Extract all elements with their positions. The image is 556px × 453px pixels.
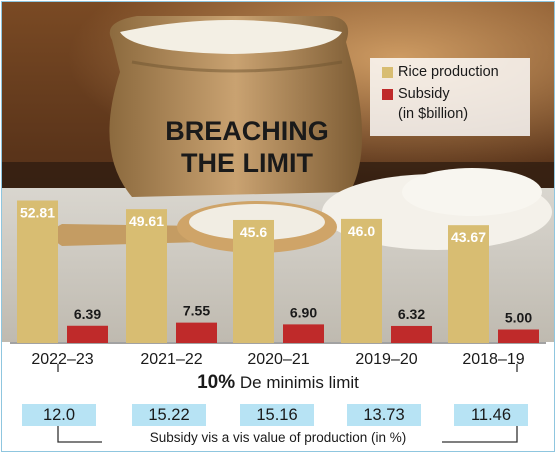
tick-label-3: 2019–20 — [355, 351, 417, 368]
bar-production-2 — [233, 219, 274, 343]
ratio-value-4: 11.46 — [454, 404, 528, 426]
de-minimis-label: 10% De minimis limit — [2, 372, 554, 394]
bar-chart: 52.81 6.39 49.61 7.55 45.6 6.90 46.0 6.32 43.67 5… — [10, 200, 546, 372]
label-production-4: 43.67 — [451, 229, 486, 245]
ratio-value-2: 15.16 — [240, 404, 314, 426]
legend-label-production: Rice production — [398, 64, 499, 80]
label-subsidy-2: 6.90 — [290, 304, 317, 320]
label-subsidy-0: 6.39 — [74, 306, 101, 322]
tick-label-1: 2021–22 — [140, 351, 202, 368]
ratio-label: Subsidy vis a vis value of production (i… — [149, 430, 407, 445]
bar-production-4 — [448, 225, 489, 343]
bar-subsidy-3 — [391, 325, 432, 343]
legend: Rice production Subsidy (in $billion) — [370, 58, 530, 136]
tick-label-4: 2018–19 — [462, 351, 524, 368]
bar-subsidy-1 — [176, 322, 217, 343]
de-minimis-bracket — [57, 364, 518, 372]
ratio-value-1: 15.22 — [132, 404, 206, 426]
tick-label-0: 2022–23 — [31, 351, 93, 368]
chart-title-line-2: THE LIMIT — [181, 148, 313, 178]
ratio-value-0: 12.0 — [22, 404, 96, 426]
bar-production-1 — [126, 209, 167, 343]
legend-swatch-subsidy — [382, 89, 393, 100]
label-production-3: 46.0 — [348, 223, 375, 239]
de-minimis-text: De minimis limit — [239, 373, 359, 392]
bar-subsidy-0 — [67, 325, 108, 343]
legend-label-subsidy: Subsidy — [398, 86, 450, 102]
bar-subsidy-2 — [283, 324, 324, 343]
bar-production-3 — [341, 218, 382, 343]
label-subsidy-4: 5.00 — [505, 310, 532, 326]
bar-subsidy-4 — [498, 329, 539, 343]
label-production-0: 52.81 — [20, 205, 55, 221]
label-production-2: 45.6 — [240, 224, 267, 240]
legend-swatch-production — [382, 67, 393, 78]
chart-title-line-1: BREACHING — [165, 116, 329, 146]
de-minimis-value: 10% — [197, 372, 236, 393]
label-production-1: 49.61 — [129, 213, 164, 229]
label-subsidy-1: 7.55 — [183, 303, 210, 319]
ratio-value-3: 13.73 — [347, 404, 421, 426]
bar-production-0 — [17, 200, 58, 343]
label-subsidy-3: 6.32 — [398, 306, 425, 322]
tick-label-2: 2020–21 — [247, 351, 309, 368]
